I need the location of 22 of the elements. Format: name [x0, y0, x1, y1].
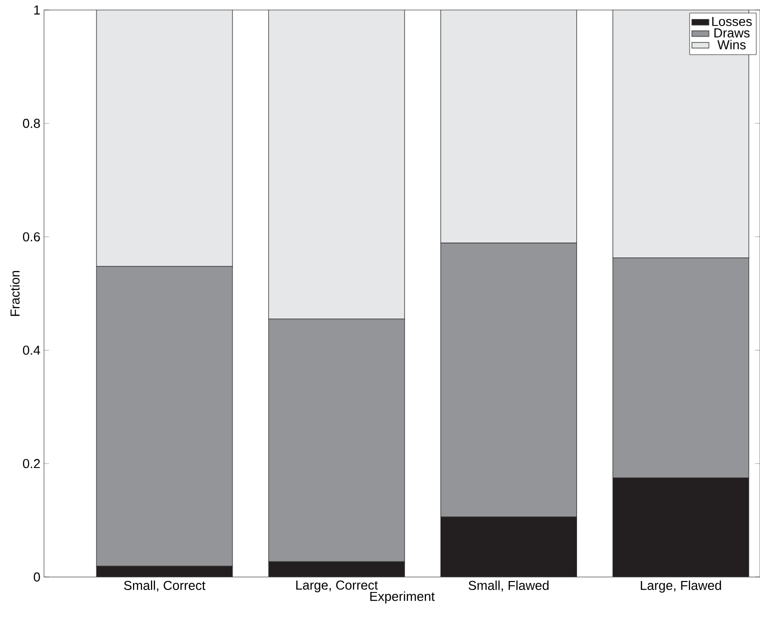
bar	[268, 561, 405, 577]
bar	[96, 10, 233, 267]
x-axis-title: Experiment	[370, 591, 435, 604]
y-axis-title: Fraction	[10, 270, 20, 316]
y-tick-label: 0.8	[22, 118, 40, 128]
y-tick-label: 0	[34, 572, 40, 582]
y-tick-label: 0.2	[22, 459, 40, 468]
y-tick-label: 0.6	[22, 232, 40, 242]
bar	[612, 477, 750, 577]
bar	[440, 10, 578, 244]
legend-label: Losses	[712, 17, 752, 26]
x-tick-label: Small, Flawed	[468, 580, 549, 592]
legend-label: Wins	[717, 40, 746, 50]
bar	[268, 10, 405, 320]
x-tick-label: Large, Correct	[296, 580, 378, 592]
x-tick-label: Large, Flawed	[640, 580, 722, 593]
y-tick-label: 1	[34, 6, 40, 14]
bar	[96, 566, 232, 577]
bar	[440, 516, 577, 577]
legend-label: Draws	[714, 28, 750, 38]
y-tick-label: 0.4	[22, 346, 40, 355]
x-tick-label: Small, Correct	[124, 580, 206, 592]
